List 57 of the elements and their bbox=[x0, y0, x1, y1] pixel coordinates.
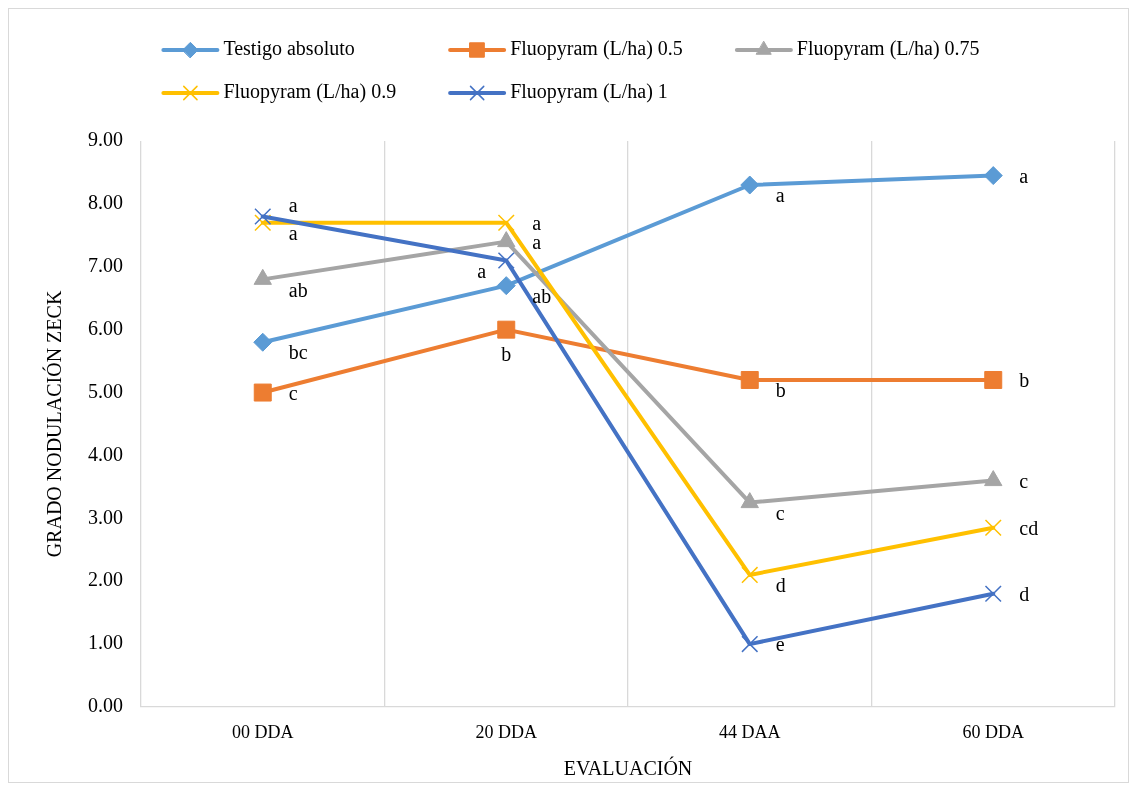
point bbox=[740, 370, 759, 389]
point bbox=[741, 566, 759, 584]
legend-label: Testigo absoluto bbox=[223, 37, 355, 61]
y-tick-label: 7.00 bbox=[88, 254, 123, 277]
x-axis-title: EVALUACIÓN bbox=[563, 756, 693, 780]
legend-label: Fluopyram (L/ha) 0.9 bbox=[223, 80, 397, 104]
legend-label: Fluopyram (L/ha) 0.75 bbox=[796, 37, 980, 61]
y-tick-label: 6.00 bbox=[88, 316, 123, 339]
x-tick-label: 60 DDA bbox=[962, 721, 1024, 742]
y-tick-label: 9.00 bbox=[88, 128, 123, 151]
annotation: c bbox=[288, 381, 298, 404]
x-tick-label: 20 DDA bbox=[475, 721, 537, 742]
point bbox=[254, 214, 272, 232]
annotation: cd bbox=[1019, 517, 1039, 540]
annotation: d bbox=[1019, 583, 1030, 606]
x-tick-label: 44 DAA bbox=[719, 721, 781, 742]
point bbox=[497, 320, 516, 339]
annotation: c bbox=[775, 501, 785, 524]
x-tick-label: 00 DDA bbox=[232, 721, 294, 742]
annotation: a bbox=[775, 184, 785, 207]
point bbox=[984, 470, 1003, 487]
point bbox=[740, 492, 759, 509]
y-tick-label: 3.00 bbox=[88, 505, 123, 528]
annotation: c bbox=[1019, 469, 1029, 492]
point bbox=[984, 585, 1002, 603]
annotation: a bbox=[477, 259, 487, 282]
legend-label: Fluopyram (L/ha) 0.5 bbox=[510, 37, 683, 61]
point bbox=[741, 635, 759, 653]
annotation: a bbox=[1019, 164, 1029, 187]
annotation: e bbox=[775, 633, 785, 656]
y-tick-label: 4.00 bbox=[88, 442, 123, 465]
point bbox=[497, 251, 515, 270]
point bbox=[983, 166, 1003, 186]
annotation: b bbox=[501, 342, 512, 365]
y-tick-label: 0.00 bbox=[88, 694, 123, 717]
point bbox=[496, 276, 516, 296]
y-tick-label: 1.00 bbox=[88, 631, 123, 654]
annotation: bc bbox=[288, 341, 308, 364]
point bbox=[740, 175, 760, 195]
annotation: ab bbox=[288, 278, 308, 301]
annotation: a bbox=[288, 193, 298, 216]
point bbox=[253, 332, 273, 352]
annotation: a bbox=[288, 222, 298, 245]
point bbox=[254, 207, 272, 225]
annotation: b bbox=[1019, 369, 1030, 392]
annotation: b bbox=[775, 379, 786, 402]
point bbox=[253, 383, 272, 402]
annotation: d bbox=[775, 574, 786, 597]
point bbox=[984, 370, 1003, 389]
y-axis-title: GRADO NODULACIÓN ZECK bbox=[42, 290, 66, 558]
y-tick-label: 2.00 bbox=[88, 568, 123, 591]
y-tick-label: 5.00 bbox=[88, 379, 123, 402]
annotation: ab bbox=[532, 284, 552, 307]
point bbox=[984, 519, 1002, 537]
point bbox=[497, 214, 515, 232]
legend-label: Fluopyram (L/ha) 1 bbox=[510, 80, 668, 104]
y-tick-label: 8.00 bbox=[88, 191, 123, 214]
